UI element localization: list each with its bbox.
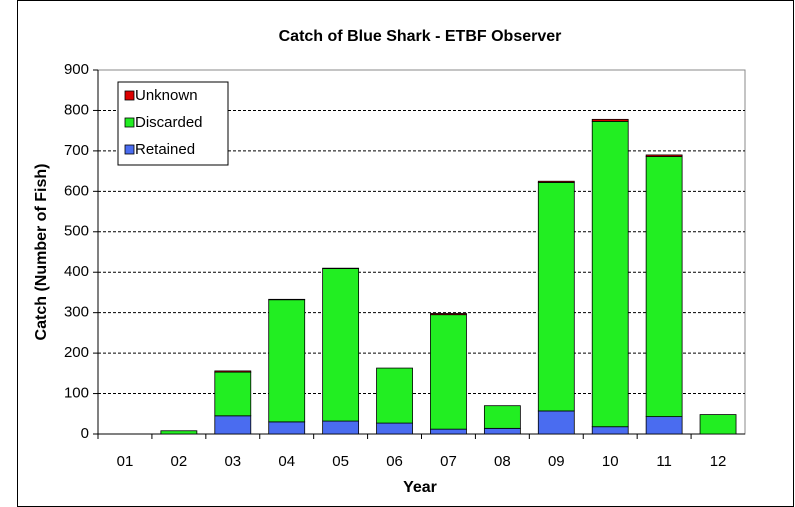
bar-segment (430, 314, 467, 430)
bar-segment (430, 313, 467, 316)
y-tick-label: 100 (64, 385, 89, 402)
bar-segment (537, 182, 575, 412)
y-tick-label: 900 (64, 61, 89, 78)
x-tick-label: 09 (548, 453, 565, 470)
bar-segment (645, 416, 683, 435)
y-tick-label: 300 (64, 304, 89, 321)
x-tick-label: 07 (440, 453, 457, 470)
x-tick-label: 08 (494, 453, 511, 470)
bar-segment (699, 414, 737, 435)
chart-title: Catch of Blue Shark - ETBF Observer (279, 28, 562, 45)
bar-segment (483, 427, 521, 435)
y-tick-label: 800 (64, 101, 89, 118)
bar-segment (645, 156, 683, 418)
y-axis-label: Catch (Number of Fish) (33, 164, 50, 341)
x-tick-label: 01 (117, 453, 134, 470)
y-tick-label: 600 (64, 182, 89, 199)
bar-segment (322, 420, 360, 435)
bar-segment (268, 299, 306, 423)
legend-swatch (124, 144, 135, 155)
bar-segment (376, 367, 413, 424)
legend-swatch (124, 117, 135, 128)
y-tick-label: 400 (64, 263, 89, 280)
y-tick-label: 200 (64, 344, 89, 361)
bar-segment (645, 154, 683, 157)
legend-swatch (124, 90, 135, 101)
bar-segment (214, 370, 252, 373)
x-tick-label: 12 (710, 453, 727, 470)
x-tick-label: 06 (386, 453, 403, 470)
bar-segment (268, 421, 306, 435)
x-tick-label: 04 (278, 453, 295, 470)
x-tick-label: 02 (171, 453, 188, 470)
bar-segment (591, 426, 629, 435)
y-tick-label: 0 (81, 425, 89, 442)
x-tick-label: 03 (224, 453, 241, 470)
x-tick-label: 10 (602, 453, 619, 470)
x-axis-label: Year (403, 479, 437, 496)
legend-label: Unknown (135, 87, 198, 104)
bar-segment (537, 410, 575, 435)
x-tick-label: 11 (656, 453, 672, 470)
legend-box (117, 81, 229, 166)
bar-segment (591, 118, 629, 122)
bar-segment (537, 180, 575, 183)
y-tick-label: 700 (64, 142, 89, 159)
bar-segment (591, 120, 629, 428)
legend-label: Discarded (135, 114, 203, 131)
bar-segment (160, 430, 198, 435)
bar-segment (214, 371, 252, 417)
legend-label: Retained (135, 141, 195, 158)
x-tick-label: 05 (332, 453, 349, 470)
bar-segment (214, 415, 252, 435)
bar-segment (376, 422, 413, 435)
bar-segment (483, 405, 521, 429)
bar-segment (430, 428, 467, 435)
y-tick-label: 500 (64, 223, 89, 240)
bar-segment (322, 268, 360, 422)
